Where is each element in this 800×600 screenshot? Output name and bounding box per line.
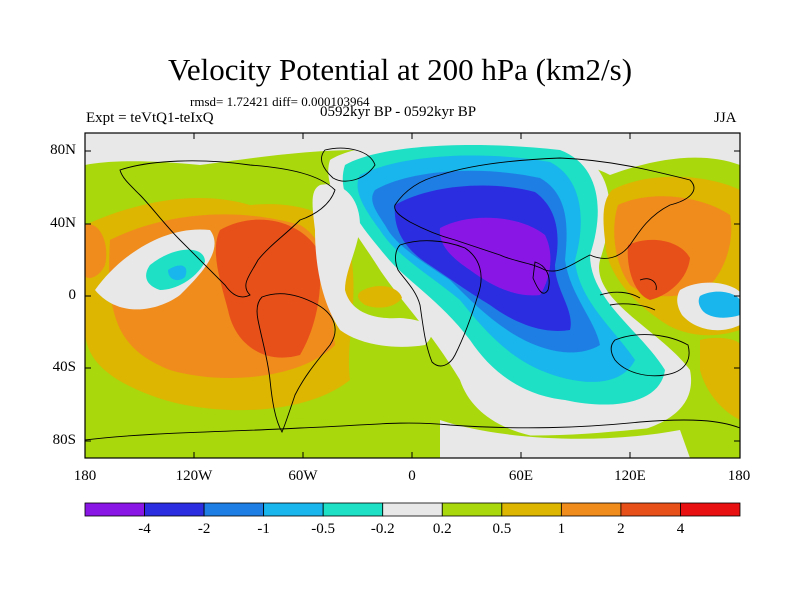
ytick-label: 0 bbox=[68, 287, 77, 303]
field-neu-2 bbox=[85, 133, 740, 175]
colorbar-label: -0.5 bbox=[311, 521, 336, 537]
field-pos-3 bbox=[215, 219, 321, 358]
xtick-label: 60E bbox=[508, 468, 534, 484]
xtick-label: 0 bbox=[408, 468, 416, 484]
coast-south-america bbox=[256, 293, 336, 433]
coast-antarctica bbox=[85, 419, 740, 441]
coast-africa bbox=[395, 240, 482, 367]
coast-eurasia bbox=[394, 157, 695, 272]
colorbar-label: 2 bbox=[617, 521, 625, 537]
stats-label: rmsd= 1.72421 diff= 0.000103964 bbox=[190, 94, 370, 109]
map-title: Velocity Potential at 200 hPa (km2/s) bbox=[167, 52, 633, 87]
field-neg-8 bbox=[698, 291, 740, 318]
coast-australia bbox=[610, 334, 690, 377]
field-pos-10 bbox=[700, 337, 740, 420]
colorbar-label: -2 bbox=[197, 521, 211, 537]
field-neu-4 bbox=[312, 184, 432, 347]
coast-islands bbox=[599, 278, 657, 311]
colorbar-swatch bbox=[560, 502, 622, 517]
colorbar-label: 0.5 bbox=[492, 521, 512, 537]
ytick-label: 40S bbox=[52, 359, 76, 375]
coastlines bbox=[85, 147, 740, 441]
coast-india bbox=[532, 261, 550, 294]
xtick-label: 120E bbox=[614, 468, 646, 484]
colorbar-swatch bbox=[322, 502, 384, 517]
contour-field bbox=[85, 133, 740, 458]
ytick-label: 40N bbox=[50, 215, 76, 231]
coast-greenland bbox=[321, 147, 376, 182]
colorbar-swatch bbox=[382, 502, 443, 517]
ytick-label: 80S bbox=[52, 432, 76, 448]
colorbar-swatch bbox=[680, 502, 741, 517]
experiment-label: Expt = teVtQ1-teIxQ bbox=[86, 110, 214, 126]
colorbar-label: 4 bbox=[676, 521, 685, 537]
season-label: JJA bbox=[714, 110, 737, 126]
colorbar-swatch bbox=[501, 502, 562, 517]
coast-north-america bbox=[119, 160, 336, 298]
colorbar-swatch bbox=[84, 502, 145, 517]
field-neg-7 bbox=[439, 217, 551, 296]
xtick-label: 180 bbox=[73, 468, 97, 484]
xtick-label: 120W bbox=[175, 468, 213, 484]
field-pos-5 bbox=[357, 286, 402, 308]
colorbar-label: -0.2 bbox=[370, 521, 395, 537]
colorbar-swatch bbox=[441, 502, 503, 517]
colorbar-label: 1 bbox=[557, 521, 566, 537]
field-pos-4 bbox=[85, 224, 107, 278]
colorbar-swatch bbox=[263, 502, 324, 517]
colorbar-swatch bbox=[620, 502, 681, 517]
colorbar-swatch bbox=[144, 502, 205, 517]
colorbar-label: 0.2 bbox=[432, 521, 452, 537]
colorbar bbox=[84, 502, 741, 517]
field-neu-6 bbox=[440, 420, 690, 458]
ytick-label: 80N bbox=[50, 142, 76, 158]
period-label: 0592kyr BP - 0592kyr BP bbox=[320, 104, 477, 120]
field-pos-8 bbox=[627, 239, 690, 300]
field-neg-2 bbox=[168, 265, 187, 281]
tick-marks bbox=[85, 133, 740, 458]
colorbar-label: -4 bbox=[138, 521, 151, 537]
xtick-label: 60W bbox=[288, 468, 318, 484]
colorbar-label: -1 bbox=[257, 521, 270, 537]
colorbar-swatch bbox=[203, 502, 265, 517]
xtick-label: 180 bbox=[727, 468, 751, 484]
